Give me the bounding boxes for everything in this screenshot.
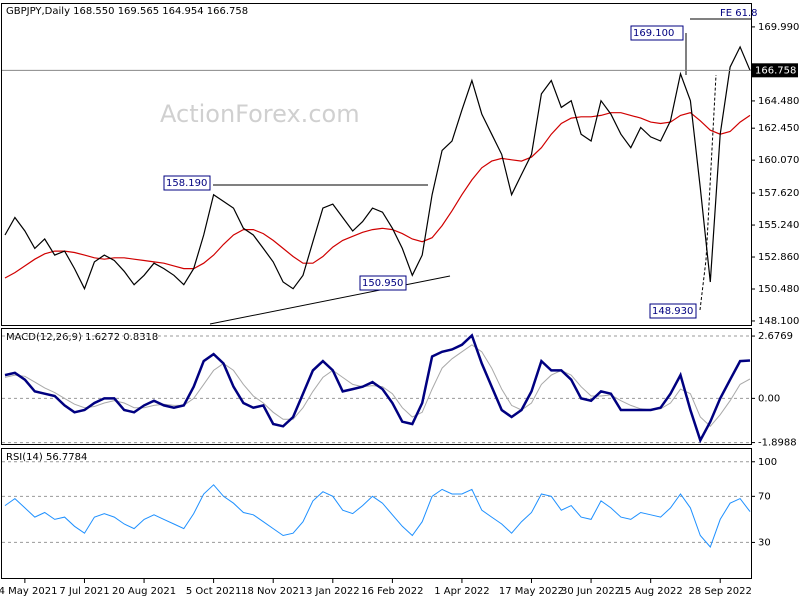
rsi-title: RSI(14) 56.7784 <box>6 452 87 463</box>
y-tick-label: 160.070 <box>758 155 799 166</box>
chart-title: GBPJPY,Daily 168.550 169.565 164.954 166… <box>6 6 248 17</box>
annotation-box <box>359 275 407 291</box>
projection-line <box>699 74 717 311</box>
x-tick-label: 1 Apr 2022 <box>434 586 489 597</box>
last-price-label: 166.758 <box>755 65 796 76</box>
y-tick-label: 152.860 <box>758 252 799 263</box>
price-panel <box>1 3 752 326</box>
annotation-box <box>163 175 211 191</box>
y-tick-label: 169.990 <box>758 22 799 33</box>
y-tick-label: 155.240 <box>758 220 799 231</box>
x-tick-label: 17 May 2022 <box>499 586 564 597</box>
y-tick-label: 164.480 <box>758 96 799 107</box>
macd-title: MACD(12,26,9) 1.6272 0.8318 <box>6 332 158 343</box>
annotation-box <box>649 303 697 319</box>
series-line <box>4 484 751 548</box>
x-tick-label: 16 Feb 2022 <box>361 586 423 597</box>
y-tick-label: 148.100 <box>758 316 799 327</box>
annotation-box <box>630 25 684 41</box>
x-tick-label: 15 Aug 2022 <box>619 586 683 597</box>
annotation: 158.190 <box>166 178 207 189</box>
x-tick-label: 20 Aug 2021 <box>112 586 176 597</box>
x-tick-label: 18 Nov 2021 <box>241 586 305 597</box>
x-tick-label: 30 Jun 2022 <box>561 586 621 597</box>
series-line <box>4 112 751 279</box>
rsi-panel <box>1 448 752 579</box>
annotation: FE 61.8 <box>720 8 758 19</box>
y-tick-label: 100 <box>758 457 777 468</box>
y-tick-label: 70 <box>758 491 771 502</box>
y-tick-label: 150.480 <box>758 284 799 295</box>
annotation: 169.100 <box>633 28 674 39</box>
annotation: 148.930 <box>652 306 693 317</box>
y-tick-label: 30 <box>758 537 771 548</box>
y-tick-label: 162.450 <box>758 123 799 134</box>
macd-panel <box>1 328 752 445</box>
x-tick-label: 3 Jan 2022 <box>306 586 360 597</box>
y-tick-label: 2.6769 <box>758 331 793 342</box>
x-tick-label: 24 May 2021 <box>0 586 57 597</box>
y-tick-label: -1.8988 <box>758 438 797 449</box>
series-line <box>4 45 751 291</box>
x-tick-label: 28 Sep 2022 <box>689 586 752 597</box>
trend-line <box>209 275 451 325</box>
y-tick-label: 157.620 <box>758 188 799 199</box>
x-tick-label: 7 Jul 2021 <box>59 586 109 597</box>
y-tick-label: 0.00 <box>758 393 780 404</box>
watermark: ActionForex.com <box>160 100 360 128</box>
last-price-tag <box>752 63 798 78</box>
annotation: 150.950 <box>362 278 403 289</box>
series-line <box>4 333 751 444</box>
x-tick-label: 5 Oct 2021 <box>186 586 241 597</box>
